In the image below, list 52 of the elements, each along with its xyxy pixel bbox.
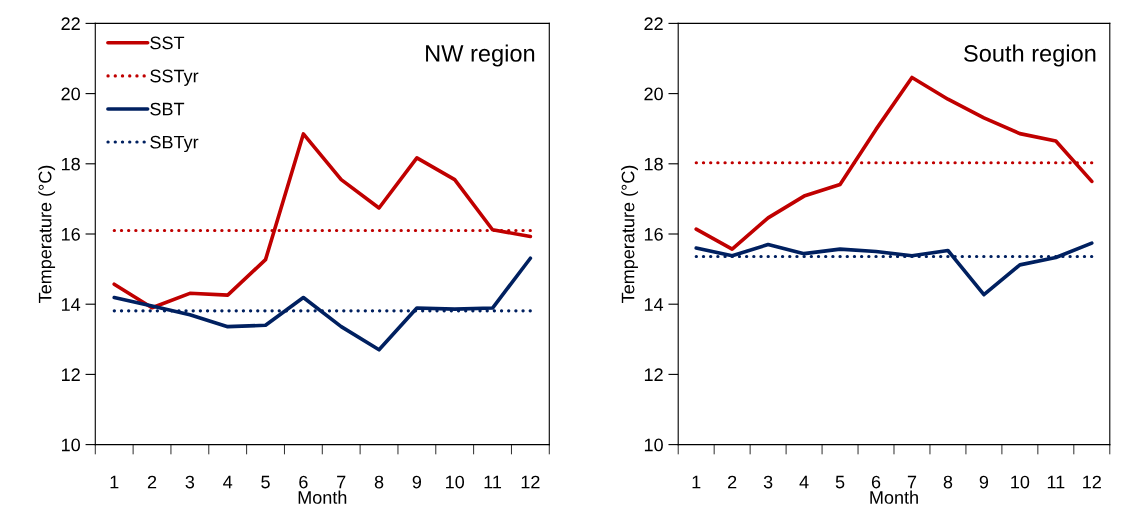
y-tick-label: 10 [62,438,80,452]
x-tick-label: 10 [446,475,465,489]
x-tick-label: 6 [871,475,881,489]
x-tick-label: 5 [261,475,270,489]
y-axis-title: Temperature (°C) [621,165,638,303]
y-tick-label: 14 [644,298,664,311]
x-tick-label: 2 [728,475,737,489]
line-series [112,132,533,310]
y-tick-label: 18 [644,157,663,171]
text: South region [964,44,1096,67]
x-tick-label: 1 [110,475,119,489]
x-tick-label: 7 [907,475,917,489]
x-axis-title: Month [870,490,918,504]
x-tick-label: 4 [799,475,809,489]
legend-label: SST [150,36,185,50]
y-tick-label: 22 [644,17,663,30]
x-tick-label: 5 [835,475,845,489]
x-tick-label: 4 [223,475,233,489]
line-series [694,75,1094,251]
x-tick-label: 12 [1083,475,1101,489]
y-tick-label: 18 [62,157,80,171]
x-tick-label: 9 [412,475,422,489]
y-tick-label: 14 [62,298,81,311]
y-tick-label: 22 [61,17,80,30]
legend-label: SSTyr [150,69,199,86]
x-tick-label: 11 [484,475,502,489]
y-tick-label: 12 [644,368,663,381]
y-tick-label: 16 [644,227,663,241]
y-tick-label: 16 [62,227,80,241]
text: NW region [426,44,535,67]
x-tick-label: 11 [1047,475,1065,489]
x-tick-label: 10 [1011,475,1030,489]
x-tick-label: 1 [692,475,701,489]
x-axis-title: Month [298,490,347,504]
x-tick-label: 6 [299,475,308,489]
y-axis-title: Temperature (°C) [38,165,56,303]
x-tick-label: 12 [521,475,540,489]
x-tick-label: 2 [147,475,157,489]
line-series [112,256,533,352]
y-tick-label: 20 [644,87,663,101]
x-tick-label: 8 [374,475,384,489]
y-tick-label: 20 [61,87,80,101]
x-tick-label: 9 [979,475,989,489]
line-series [694,241,1094,297]
y-tick-label: 10 [644,438,663,452]
legend-label: SBT [150,102,185,116]
legend-label: SBTyr [150,135,199,153]
y-tick-label: 12 [62,368,80,381]
x-tick-label: 3 [763,475,773,489]
x-tick-label: 7 [337,475,346,489]
x-tick-label: 8 [943,475,953,489]
x-tick-label: 3 [185,475,195,489]
